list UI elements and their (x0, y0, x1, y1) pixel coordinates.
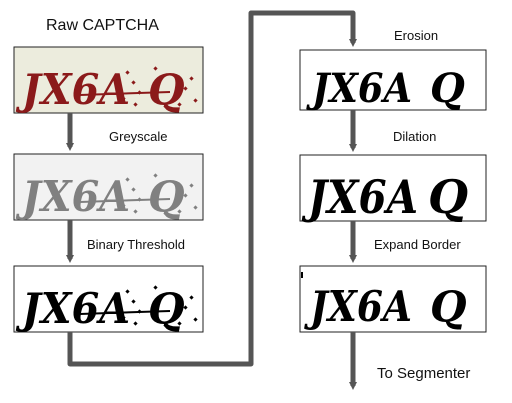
raw-captcha-image: JX6A Q (13, 46, 204, 114)
binary-threshold-image: JX6A Q (13, 265, 204, 333)
svg-text:JX6A: JX6A (15, 172, 130, 221)
label-binary-threshold: Binary Threshold (87, 237, 185, 252)
dilation-image: JX6A Q (299, 154, 487, 224)
svg-text:JX6A: JX6A (306, 65, 412, 112)
svg-text:JX6A: JX6A (15, 284, 130, 333)
label-raw-captcha: Raw CAPTCHA (46, 17, 159, 34)
svg-text:Q: Q (430, 282, 467, 331)
erosion-image: JX6A Q (299, 49, 487, 112)
label-to-segmenter: To Segmenter (377, 365, 470, 382)
greyscale-image: JX6A Q (13, 153, 204, 221)
svg-text:Q: Q (428, 170, 468, 224)
label-dilation: Dilation (393, 129, 436, 144)
svg-text:JX6A: JX6A (301, 170, 418, 224)
svg-text:Q: Q (430, 65, 465, 112)
label-erosion: Erosion (394, 28, 438, 43)
arrow-binary-to-erosion (67, 10, 357, 367)
expand-border-image: JX6A Q (299, 265, 487, 333)
label-expand-border: Expand Border (374, 237, 461, 252)
svg-text:JX6A: JX6A (304, 282, 412, 331)
label-greyscale: Greyscale (109, 129, 168, 144)
svg-text:JX6A: JX6A (15, 65, 130, 114)
